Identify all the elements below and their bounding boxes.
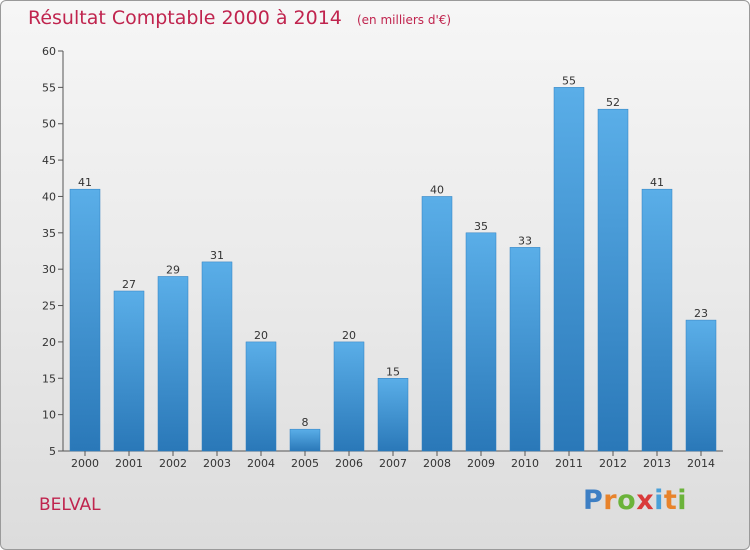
x-tick-label-2014: 2014 bbox=[687, 457, 715, 470]
x-tick-label-2003: 2003 bbox=[203, 457, 231, 470]
bar-2012 bbox=[597, 108, 629, 452]
y-tick-label: 55 bbox=[42, 81, 56, 94]
x-tick-label-2009: 2009 bbox=[467, 457, 495, 470]
value-label-2002: 29 bbox=[166, 263, 180, 276]
logo-letter: i bbox=[654, 485, 664, 516]
value-label-2005: 8 bbox=[302, 416, 309, 429]
logo-letter: i bbox=[677, 485, 688, 516]
bar-2001 bbox=[113, 290, 145, 452]
x-tick-label-2000: 2000 bbox=[71, 457, 99, 470]
y-tick-label: 5 bbox=[49, 445, 56, 458]
x-tick-label-2007: 2007 bbox=[379, 457, 407, 470]
bar-2002 bbox=[157, 276, 189, 452]
chart-unit-note: (en milliers d'€) bbox=[356, 13, 452, 27]
value-label-2000: 41 bbox=[78, 176, 92, 189]
logo-letter: x bbox=[636, 485, 655, 516]
chart-title-row: Résultat Comptable 2000 à 2014 (en milli… bbox=[28, 7, 451, 29]
x-tick-label-2006: 2006 bbox=[335, 457, 363, 470]
value-label-2013: 41 bbox=[650, 176, 664, 189]
x-tick-label-2001: 2001 bbox=[115, 457, 143, 470]
bar-2011 bbox=[553, 87, 585, 452]
value-label-2003: 31 bbox=[210, 249, 224, 262]
logo-letter: t bbox=[663, 485, 678, 516]
chart-title: Résultat Comptable 2000 à 2014 bbox=[28, 7, 342, 29]
x-tick-label-2005: 2005 bbox=[291, 457, 319, 470]
bar-2010 bbox=[509, 247, 541, 452]
x-tick-label-2008: 2008 bbox=[423, 457, 451, 470]
y-tick-label: 40 bbox=[42, 190, 56, 203]
y-tick-label: 25 bbox=[42, 300, 56, 313]
logo-letter: o bbox=[617, 485, 637, 516]
y-tick-label: 15 bbox=[42, 372, 56, 385]
x-tick-label-2004: 2004 bbox=[247, 457, 275, 470]
y-tick-label: 20 bbox=[42, 336, 56, 349]
x-tick-label-2002: 2002 bbox=[159, 457, 187, 470]
y-tick-label: 50 bbox=[42, 118, 56, 131]
bar-2003 bbox=[201, 261, 233, 452]
y-tick-label: 35 bbox=[42, 227, 56, 240]
value-label-2012: 52 bbox=[606, 96, 620, 109]
value-label-2006: 20 bbox=[342, 329, 356, 342]
bar-2009 bbox=[465, 232, 497, 452]
value-label-2004: 20 bbox=[254, 329, 268, 342]
value-label-2008: 40 bbox=[430, 183, 444, 196]
bar-2007 bbox=[377, 378, 409, 452]
bar-2005 bbox=[289, 428, 321, 452]
x-tick-label-2012: 2012 bbox=[599, 457, 627, 470]
bar-2004 bbox=[245, 341, 277, 452]
bar-2006 bbox=[333, 341, 365, 452]
proxiti-logo: Proxiti bbox=[583, 485, 687, 516]
value-label-2007: 15 bbox=[386, 365, 400, 378]
logo-letter: r bbox=[603, 485, 618, 516]
y-tick-label: 10 bbox=[42, 409, 56, 422]
bar-2000 bbox=[69, 188, 101, 452]
x-tick-label-2013: 2013 bbox=[643, 457, 671, 470]
x-tick-label-2011: 2011 bbox=[555, 457, 583, 470]
y-tick-label: 45 bbox=[42, 154, 56, 167]
bar-2014 bbox=[685, 319, 717, 452]
value-label-2014: 23 bbox=[694, 307, 708, 320]
commune-name: BELVAL bbox=[39, 495, 101, 515]
bar-2008 bbox=[421, 196, 453, 452]
bar-2013 bbox=[641, 188, 673, 452]
y-tick-label: 60 bbox=[42, 45, 56, 58]
y-tick-label: 30 bbox=[42, 263, 56, 276]
value-label-2011: 55 bbox=[562, 74, 576, 87]
value-label-2009: 35 bbox=[474, 220, 488, 233]
value-label-2001: 27 bbox=[122, 278, 136, 291]
x-tick-label-2010: 2010 bbox=[511, 457, 539, 470]
value-label-2010: 33 bbox=[518, 234, 532, 247]
logo-letter: P bbox=[583, 485, 604, 516]
